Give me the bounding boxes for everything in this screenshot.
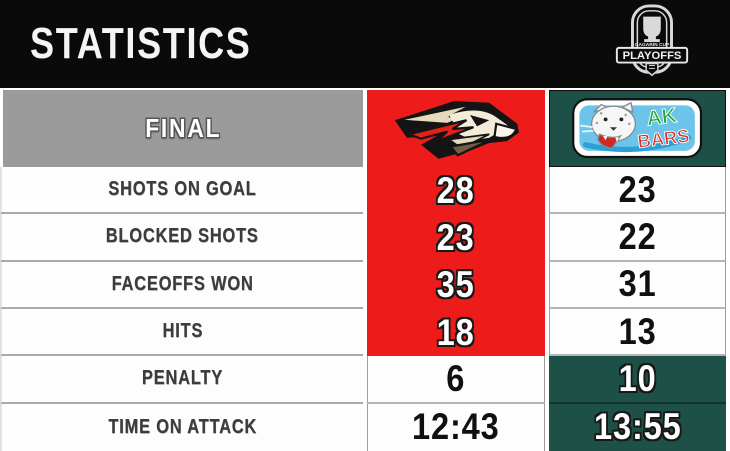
home-value-cell: 28 xyxy=(367,167,545,215)
column-divider xyxy=(545,167,549,215)
stat-label-cell: PENALTY xyxy=(0,356,363,404)
column-divider xyxy=(545,90,549,167)
home-value-cell: 12:43 xyxy=(367,403,545,451)
column-divider xyxy=(363,356,367,404)
column-divider xyxy=(363,403,367,451)
stat-label-cell: SHOTS ON GOAL xyxy=(0,167,363,215)
stat-row-time-on-attack: TIME ON ATTACK 12:43 13:55 xyxy=(0,403,730,451)
stat-row-hits: HITS 18 13 xyxy=(0,308,730,357)
column-divider xyxy=(545,356,549,404)
column-divider xyxy=(545,261,549,309)
column-divider xyxy=(363,90,367,167)
home-value: 28 xyxy=(437,169,475,211)
home-value-cell: 6 xyxy=(367,356,545,404)
title-bar: STATISTICS GAGARIN CUP PLAYOFFS xyxy=(0,0,730,88)
stat-label: TIME ON ATTACK xyxy=(108,415,257,438)
page-title: STATISTICS xyxy=(30,19,252,68)
ak-text: AK xyxy=(645,104,678,131)
away-value: 22 xyxy=(618,215,657,257)
away-team-logo-cell: AK BARS xyxy=(549,90,726,167)
column-divider xyxy=(363,214,367,262)
home-value: 23 xyxy=(437,216,475,258)
stat-row-shots-on-goal: SHOTS ON GOAL 28 23 xyxy=(0,167,730,215)
stat-label-cell: BLOCKED SHOTS xyxy=(0,214,363,262)
away-value: 13:55 xyxy=(593,406,682,448)
column-divider xyxy=(545,214,549,262)
badge-top-text: GAGARIN CUP xyxy=(635,42,670,48)
ak-bars-leopard-logo-icon: AK BARS xyxy=(571,97,702,158)
bars-text: BARS xyxy=(636,124,690,151)
column-divider xyxy=(363,261,367,309)
stat-label-cell: FACEOFFS WON xyxy=(0,261,363,309)
away-value-cell: 13:55 xyxy=(549,403,726,451)
column-divider xyxy=(545,308,549,357)
away-value: 13 xyxy=(618,310,657,352)
final-label: FINAL xyxy=(144,113,222,143)
away-value: 10 xyxy=(618,357,657,399)
stat-label: FACEOFFS WON xyxy=(111,272,254,295)
playoffs-badge-svg: GAGARIN CUP PLAYOFFS xyxy=(615,4,689,77)
home-value: 12:43 xyxy=(412,406,500,448)
home-value: 18 xyxy=(437,311,475,353)
away-value-cell: 13 xyxy=(549,308,726,357)
home-value-cell: 23 xyxy=(367,214,545,262)
column-divider xyxy=(545,403,549,451)
away-value-cell: 31 xyxy=(549,261,726,309)
stat-label-cell: HITS xyxy=(0,308,363,357)
away-value: 31 xyxy=(618,263,657,305)
playoffs-badge-icon: GAGARIN CUP PLAYOFFS xyxy=(612,3,692,85)
stat-label: BLOCKED SHOTS xyxy=(106,225,259,248)
away-value-cell: 22 xyxy=(549,214,726,262)
stat-row-faceoffs-won: FACEOFFS WON 35 31 xyxy=(0,261,730,309)
table-header-row: FINAL xyxy=(0,90,730,167)
home-team-logo-cell xyxy=(367,90,545,167)
badge-main-text: PLAYOFFS xyxy=(623,50,682,62)
stat-label: SHOTS ON GOAL xyxy=(108,178,257,201)
stat-label: PENALTY xyxy=(141,367,224,390)
avangard-hawk-logo-icon xyxy=(394,100,519,159)
statistics-table: FINAL xyxy=(0,88,730,451)
away-value-cell: 10 xyxy=(549,356,726,404)
home-value: 35 xyxy=(437,264,475,306)
away-value-cell: 23 xyxy=(549,167,726,215)
stat-row-penalty: PENALTY 6 10 xyxy=(0,356,730,404)
column-divider xyxy=(363,167,367,215)
home-value-cell: 35 xyxy=(367,261,545,309)
stat-label: HITS xyxy=(162,320,203,343)
stat-row-blocked-shots: BLOCKED SHOTS 23 22 xyxy=(0,214,730,262)
stat-label-cell: TIME ON ATTACK xyxy=(0,403,363,451)
final-header-cell: FINAL xyxy=(0,90,363,167)
away-value: 23 xyxy=(618,168,657,210)
home-value-cell: 18 xyxy=(367,308,545,357)
home-value: 6 xyxy=(446,357,466,399)
column-divider xyxy=(363,308,367,357)
